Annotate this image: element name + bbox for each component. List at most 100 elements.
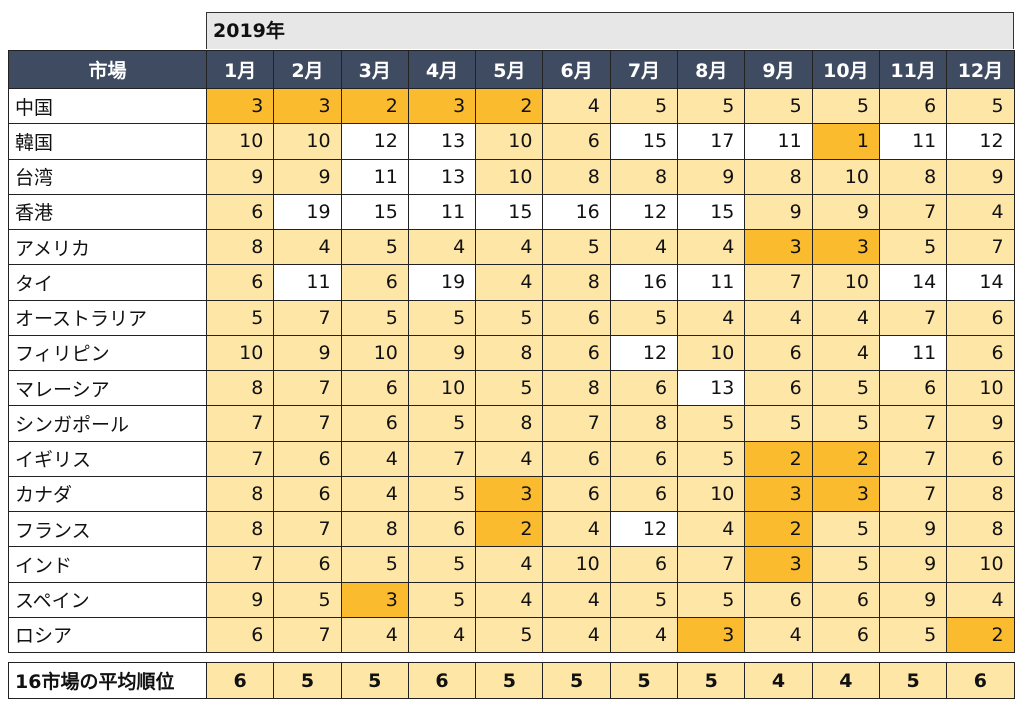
rank-cell: 4: [677, 228, 746, 266]
rank-cell: 3: [340, 581, 409, 618]
rank-cell: 4: [542, 616, 611, 654]
rank-cell: 9: [946, 158, 1015, 195]
month-header: 2月: [273, 50, 342, 89]
rank-cell: 5: [744, 87, 813, 125]
rank-cell: 4: [946, 581, 1015, 618]
rank-cell: 7: [878, 299, 948, 336]
rank-cell: 11: [273, 264, 342, 301]
rank-cell: 16: [542, 193, 611, 231]
table-row: 韓国 10 10 12 13 10 6 15 17 11 1 11 12: [8, 123, 1015, 160]
average-rank-cell: 5: [340, 662, 409, 699]
rank-cell: 6: [542, 440, 611, 477]
table-row: イギリス 7 6 4 7 4 6 6 5 2 2 7 6: [8, 440, 1015, 477]
rank-cell: 6: [542, 123, 611, 160]
rank-cell: 7: [878, 405, 948, 442]
rank-cell: 6: [340, 405, 409, 442]
rank-cell: 4: [407, 616, 477, 654]
rank-cell: 16: [609, 264, 679, 301]
table-row: 中国 3 3 2 3 2 4 5 5 5 5 6 5: [8, 87, 1015, 125]
rank-cell: 4: [273, 228, 342, 266]
rank-cell: 4: [340, 475, 409, 513]
market-name: 韓国: [8, 123, 207, 160]
rank-cell: 4: [542, 581, 611, 618]
rank-cell: 7: [273, 369, 342, 407]
table-row: カナダ 8 6 4 5 3 6 6 10 3 3 7 8: [8, 475, 1015, 513]
rank-cell: 7: [878, 475, 948, 513]
rank-cell: 7: [205, 405, 275, 442]
month-header: 5月: [475, 50, 544, 89]
rank-cell: 5: [407, 546, 477, 583]
month-header: 7月: [609, 50, 679, 89]
rank-cell: 9: [946, 405, 1015, 442]
rank-cell: 9: [811, 193, 880, 231]
rank-cell: 4: [475, 440, 544, 477]
rank-cell: 7: [273, 510, 342, 548]
rank-cell: 9: [744, 193, 813, 231]
rank-cell: 5: [677, 87, 746, 125]
rank-cell: 3: [205, 87, 275, 125]
rank-cell: 4: [744, 299, 813, 336]
rank-cell: 6: [542, 299, 611, 336]
rank-cell: 4: [340, 616, 409, 654]
table-row: シンガポール 7 7 6 5 8 7 8 5 5 5 7 9: [8, 405, 1015, 442]
rank-cell: 6: [542, 334, 611, 372]
rank-cell: 3: [273, 87, 342, 125]
rank-cell: 7: [677, 546, 746, 583]
rank-cell: 6: [273, 475, 342, 513]
market-name: オーストラリア: [8, 299, 207, 336]
market-name: 香港: [8, 193, 207, 231]
rank-cell: 7: [273, 616, 342, 654]
rank-cell: 10: [340, 334, 409, 372]
month-header: 6月: [542, 50, 611, 89]
rank-cell: 4: [407, 228, 477, 266]
rank-cell: 4: [811, 334, 880, 372]
rank-cell: 7: [878, 193, 948, 231]
rank-cell: 5: [811, 87, 880, 125]
rank-cell: 6: [340, 264, 409, 301]
market-name: 台湾: [8, 158, 207, 195]
rank-cell: 9: [878, 546, 948, 583]
rank-cell: 6: [811, 581, 880, 618]
rank-cell: 2: [744, 440, 813, 477]
rank-cell: 7: [946, 228, 1015, 266]
rank-cell: 10: [811, 158, 880, 195]
month-header: 11月: [878, 50, 948, 89]
rank-cell: 10: [475, 158, 544, 195]
rank-cell: 11: [744, 123, 813, 160]
average-rank-cell: 5: [273, 662, 342, 699]
rank-cell: 5: [407, 581, 477, 618]
rank-cell: 9: [407, 334, 477, 372]
rank-cell: 8: [609, 405, 679, 442]
table-row: タイ 6 11 6 19 4 8 16 11 7 10 14 14: [8, 264, 1015, 301]
rank-cell: 8: [475, 405, 544, 442]
rank-cell: 15: [340, 193, 409, 231]
rank-cell: 11: [878, 123, 948, 160]
month-header: 4月: [407, 50, 477, 89]
rank-cell: 10: [946, 369, 1015, 407]
rank-cell: 13: [407, 123, 477, 160]
rank-cell: 9: [878, 510, 948, 548]
ranking-table: 市場 1月 2月 3月 4月 5月 6月 7月 8月 9月 10月 11月 12月 中国 3 3 2 3 2 4 5…: [8, 50, 1015, 654]
rank-cell: 6: [609, 475, 679, 513]
rank-cell: 10: [273, 123, 342, 160]
rank-cell: 10: [811, 264, 880, 301]
rank-cell: 6: [744, 369, 813, 407]
rank-cell: 9: [205, 581, 275, 618]
rank-cell: 5: [677, 405, 746, 442]
rank-cell: 5: [878, 228, 948, 266]
rank-cell: 15: [677, 193, 746, 231]
rank-cell: 8: [205, 228, 275, 266]
rank-cell: 4: [475, 228, 544, 266]
year-header: 2019年: [206, 12, 1014, 49]
rank-cell: 9: [273, 334, 342, 372]
rank-cell: 6: [273, 440, 342, 477]
rank-cell: 2: [475, 510, 544, 548]
rank-cell: 12: [946, 123, 1015, 160]
rank-cell: 2: [744, 510, 813, 548]
rank-cell: 19: [273, 193, 342, 231]
rank-cell: 11: [878, 334, 948, 372]
rank-cell: 5: [542, 228, 611, 266]
rank-cell: 7: [407, 440, 477, 477]
rank-cell: 6: [205, 616, 275, 654]
